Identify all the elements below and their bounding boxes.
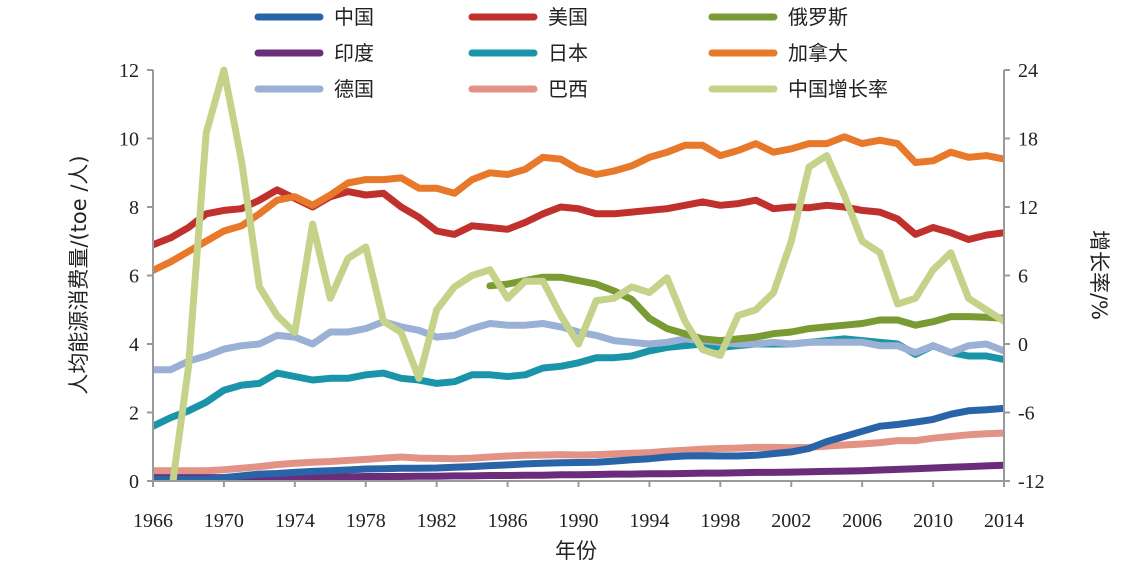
y2-tick-label: -12: [1018, 471, 1045, 493]
legend-label-印度: 印度: [334, 41, 374, 65]
legend-label-巴西: 巴西: [548, 77, 588, 101]
x-tick-label: 1966: [133, 510, 173, 532]
plot-lines: [153, 66, 1004, 481]
series-line-中国增长率: [169, 66, 1004, 481]
legend-label-美国: 美国: [548, 5, 588, 29]
x-tick-label: 1990: [559, 510, 599, 532]
series-line-俄罗斯: [486, 273, 1004, 345]
legend-label-中国增长率: 中国增长率: [788, 77, 888, 101]
x-tick-label: 1998: [700, 510, 740, 532]
series-line-印度: [153, 461, 1004, 481]
y-tick-label: 6: [129, 266, 139, 288]
x-tick-label: 2010: [913, 510, 953, 532]
legend-label-德国: 德国: [334, 77, 374, 101]
y2-tick-label: 24: [1018, 60, 1038, 82]
x-tick-label: 2006: [842, 510, 882, 532]
series-line-德国: [153, 318, 1004, 374]
x-tick-label: 1970: [204, 510, 244, 532]
y2-tick-label: 6: [1018, 266, 1028, 288]
x-tick-label: 1982: [417, 510, 457, 532]
y-tick-label: 12: [119, 60, 139, 82]
legend-label-加拿大: 加拿大: [788, 41, 848, 65]
legend-label-中国: 中国: [334, 5, 374, 29]
x-tick-label: 2002: [771, 510, 811, 532]
y2-tick-label: -6: [1018, 403, 1035, 425]
series-line-巴西: [153, 429, 1004, 475]
y-tick-label: 4: [129, 334, 139, 356]
series-line-加拿大: [153, 133, 1004, 274]
x-tick-label: 1986: [488, 510, 528, 532]
legend-label-日本: 日本: [548, 41, 588, 65]
y2-tick-label: 18: [1018, 129, 1038, 151]
y2-axis-title: 增长率/%: [1087, 230, 1111, 320]
x-tick-label: 2014: [984, 510, 1024, 532]
x-tick-label: 1978: [346, 510, 386, 532]
y2-tick-label: 12: [1018, 197, 1038, 219]
x-tick-label: 1974: [275, 510, 315, 532]
series-line-日本: [153, 335, 1004, 430]
y2-tick-label: 0: [1018, 334, 1028, 356]
x-tick-label: 1994: [629, 510, 669, 532]
x-axis-title: 年份: [555, 539, 597, 563]
y-tick-label: 10: [119, 129, 139, 151]
y-tick-label: 2: [129, 403, 139, 425]
y-tick-label: 0: [129, 471, 139, 493]
series-line-中国: [153, 404, 1004, 481]
legend-label-俄罗斯: 俄罗斯: [788, 5, 848, 29]
y-axis-title: 人均能源消费量/(toe /人): [67, 155, 91, 394]
y-tick-label: 8: [129, 197, 139, 219]
